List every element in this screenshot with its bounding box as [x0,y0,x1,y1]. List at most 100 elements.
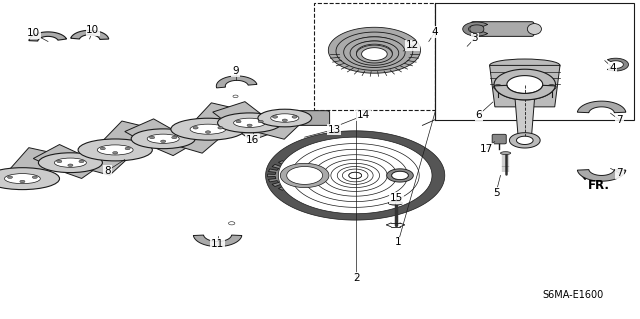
Ellipse shape [38,153,102,173]
Polygon shape [280,163,329,188]
Ellipse shape [190,124,226,134]
Text: 4: 4 [432,27,438,37]
FancyBboxPatch shape [471,22,534,36]
Polygon shape [191,103,246,133]
Ellipse shape [258,109,312,127]
Polygon shape [250,114,302,139]
Ellipse shape [527,24,541,34]
Circle shape [205,131,211,133]
Polygon shape [70,30,109,40]
Ellipse shape [4,174,40,184]
Circle shape [392,171,408,180]
Circle shape [247,124,252,127]
Polygon shape [494,69,556,100]
Polygon shape [369,160,431,191]
Circle shape [298,172,311,179]
Circle shape [79,160,84,163]
Polygon shape [336,32,413,70]
Polygon shape [346,37,403,65]
Text: 10: 10 [86,25,99,35]
Text: 7: 7 [616,115,623,125]
FancyBboxPatch shape [492,134,506,144]
Polygon shape [494,85,556,100]
Polygon shape [344,37,405,67]
Ellipse shape [547,85,556,90]
Circle shape [218,127,223,129]
Polygon shape [5,148,64,182]
Polygon shape [169,124,225,153]
Polygon shape [516,136,533,145]
Bar [435,3,634,120]
Ellipse shape [388,201,403,205]
Polygon shape [33,145,83,170]
Text: 14: 14 [357,110,370,121]
Polygon shape [193,235,242,247]
Ellipse shape [78,139,152,161]
Polygon shape [234,117,283,140]
Text: FR.: FR. [588,180,609,192]
Polygon shape [607,58,628,71]
Text: 10: 10 [27,28,40,39]
Polygon shape [150,131,198,156]
Circle shape [125,147,130,150]
Polygon shape [303,149,408,202]
Ellipse shape [234,118,266,127]
Polygon shape [216,76,257,88]
Text: 8: 8 [104,166,111,176]
Polygon shape [362,48,387,60]
Circle shape [20,180,25,183]
Polygon shape [331,163,380,188]
Polygon shape [98,121,157,154]
Text: S6MA-E1600: S6MA-E1600 [542,290,604,300]
Polygon shape [356,45,392,63]
Polygon shape [280,138,431,213]
Text: 4: 4 [609,63,616,73]
Text: 12: 12 [406,40,419,50]
Ellipse shape [218,113,282,133]
Polygon shape [349,172,362,179]
Polygon shape [292,144,418,207]
Polygon shape [29,32,67,41]
Ellipse shape [493,85,502,90]
Polygon shape [212,102,266,128]
Polygon shape [60,155,104,178]
Text: 3: 3 [472,33,478,43]
Polygon shape [328,27,420,73]
Text: 2: 2 [353,273,360,283]
FancyBboxPatch shape [244,123,260,129]
Ellipse shape [54,158,86,167]
Ellipse shape [171,118,245,140]
Circle shape [172,136,177,139]
Polygon shape [387,169,413,182]
Polygon shape [291,144,419,207]
Polygon shape [323,160,387,191]
Bar [314,3,435,110]
Polygon shape [339,33,410,68]
Polygon shape [125,119,177,145]
Circle shape [113,152,118,154]
Text: 7: 7 [616,168,623,178]
Polygon shape [304,150,406,201]
Circle shape [282,119,287,122]
Text: 13: 13 [328,124,340,135]
Polygon shape [463,22,488,36]
Circle shape [193,127,198,129]
Circle shape [161,140,166,143]
Text: 15: 15 [390,193,403,203]
Polygon shape [324,160,386,191]
Polygon shape [314,155,397,196]
Polygon shape [577,101,626,113]
Circle shape [258,120,263,123]
Polygon shape [514,85,536,140]
Ellipse shape [500,152,511,155]
Polygon shape [356,44,392,62]
Circle shape [233,95,238,98]
Circle shape [8,176,13,179]
Polygon shape [315,155,396,196]
Polygon shape [350,41,399,65]
Ellipse shape [0,168,60,189]
Circle shape [515,81,535,91]
Polygon shape [278,137,432,214]
Polygon shape [490,65,560,107]
Circle shape [100,147,106,150]
